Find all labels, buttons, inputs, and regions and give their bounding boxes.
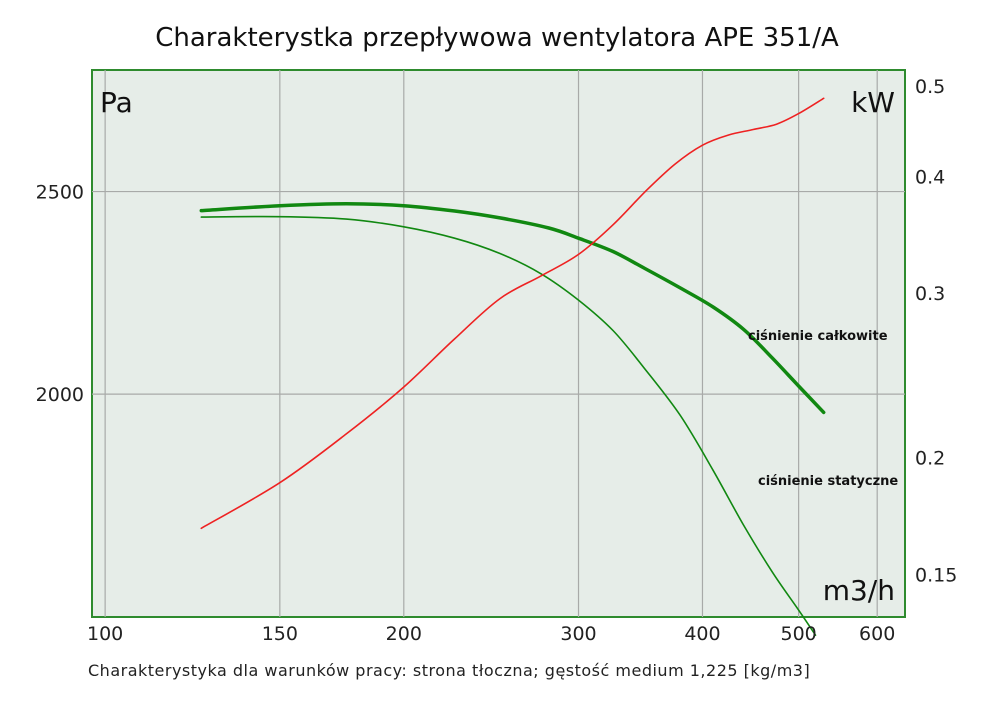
total-pressure-line xyxy=(199,201,826,415)
power-line xyxy=(200,97,825,530)
grid xyxy=(92,70,905,617)
y-left-tick-label: 2500 xyxy=(36,182,84,204)
y-right-tick-label: 0.15 xyxy=(915,564,957,586)
y-right-tick-label: 0.4 xyxy=(915,166,945,188)
x-unit-label: m3/h xyxy=(823,574,895,607)
y-right-tick-label: 0.5 xyxy=(915,76,945,98)
y-right-tick-label: 0.3 xyxy=(915,283,945,305)
x-tick-label: 300 xyxy=(560,623,596,645)
series-label-static-pressure: ciśnienie statyczne xyxy=(758,474,898,489)
static-pressure-line xyxy=(200,215,817,636)
y-left-tick-label: 2000 xyxy=(36,384,84,406)
series-label-total-pressure: ciśnienie całkowite xyxy=(748,329,888,344)
plot-area xyxy=(91,69,906,618)
x-tick-label: 150 xyxy=(262,623,298,645)
chart-title: Charakterystka przepływowa wentylatora A… xyxy=(155,23,839,53)
x-tick-label: 200 xyxy=(386,623,422,645)
y-left-unit-label: Pa xyxy=(100,86,133,119)
x-tick-label: 100 xyxy=(87,623,123,645)
y-right-unit-label: kW xyxy=(851,86,895,119)
x-tick-label: 500 xyxy=(780,623,816,645)
x-tick-label: 400 xyxy=(684,623,720,645)
chart-footnote: Charakterystyka dla warunków pracy: stro… xyxy=(88,661,810,680)
y-right-tick-label: 0.2 xyxy=(915,448,945,470)
tick-labels: 100 150 200 300 400 500 600 2000 2500 0.15 0.2 0.3 0… xyxy=(36,76,958,645)
series-group xyxy=(199,97,826,636)
x-tick-label: 600 xyxy=(859,623,895,645)
